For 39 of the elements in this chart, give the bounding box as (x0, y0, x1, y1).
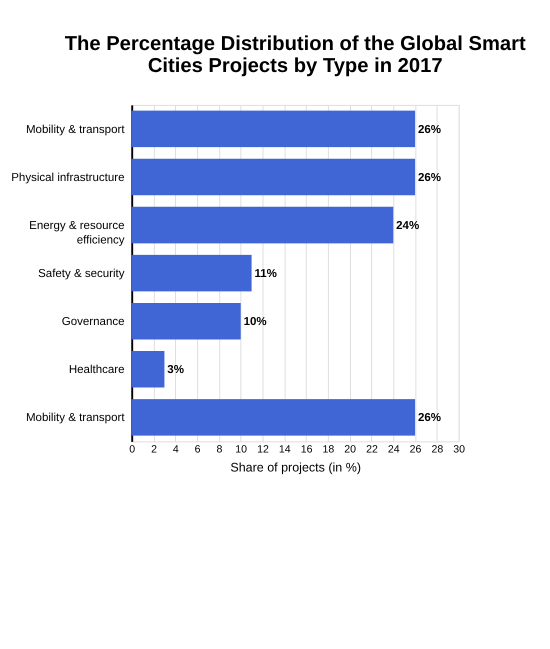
y-tick-label: Energy & resource efficiency (29, 220, 125, 246)
data-label: 10% (244, 316, 267, 328)
data-label: 24% (396, 220, 420, 232)
x-tick-label: 30 (453, 443, 466, 456)
x-tick-label: 4 (172, 443, 179, 456)
data-label: 3% (167, 364, 184, 376)
x-tick-label: 8 (216, 443, 222, 456)
x-tick-label: 14 (278, 443, 291, 456)
y-tick-label: Mobility & transport (26, 412, 126, 424)
x-tick-label: 28 (431, 443, 444, 456)
x-tick-label: 16 (300, 443, 313, 456)
chart-title: The Percentage Distribution of the Global Smart Cities Projects by Type in 2017 (64, 33, 526, 78)
data-label: 11% (254, 268, 277, 280)
bar (132, 158, 416, 196)
x-tick-label: 24 (388, 443, 400, 456)
data-label: 26% (418, 412, 442, 424)
bar (132, 110, 416, 148)
x-tick-label: 12 (257, 443, 269, 456)
bar (132, 254, 252, 292)
y-tick-label: Healthcare (68, 364, 125, 376)
y-tick-label: Governance (62, 316, 125, 328)
data-label: 26% (418, 172, 442, 184)
x-tick-label: 22 (366, 443, 378, 456)
bar (132, 302, 241, 340)
bar (132, 399, 416, 436)
data-label: 26% (418, 124, 442, 136)
bar (132, 206, 394, 244)
y-tick-label: Physical infrastructure (11, 172, 125, 184)
bar (132, 351, 164, 388)
x-tick-label: 6 (194, 443, 201, 456)
x-axis-title: Share of projects (in %) (230, 460, 361, 475)
x-tick-label: 20 (344, 443, 356, 456)
x-tick-label: 0 (129, 443, 136, 456)
x-tick-label: 10 (235, 443, 248, 456)
y-tick-label: Safety & security (38, 268, 125, 280)
x-tick-label: 26 (410, 443, 422, 456)
y-tick-label: Mobility & transport (26, 124, 126, 136)
x-tick-label: 18 (322, 443, 334, 456)
x-tick-label: 2 (151, 443, 158, 456)
